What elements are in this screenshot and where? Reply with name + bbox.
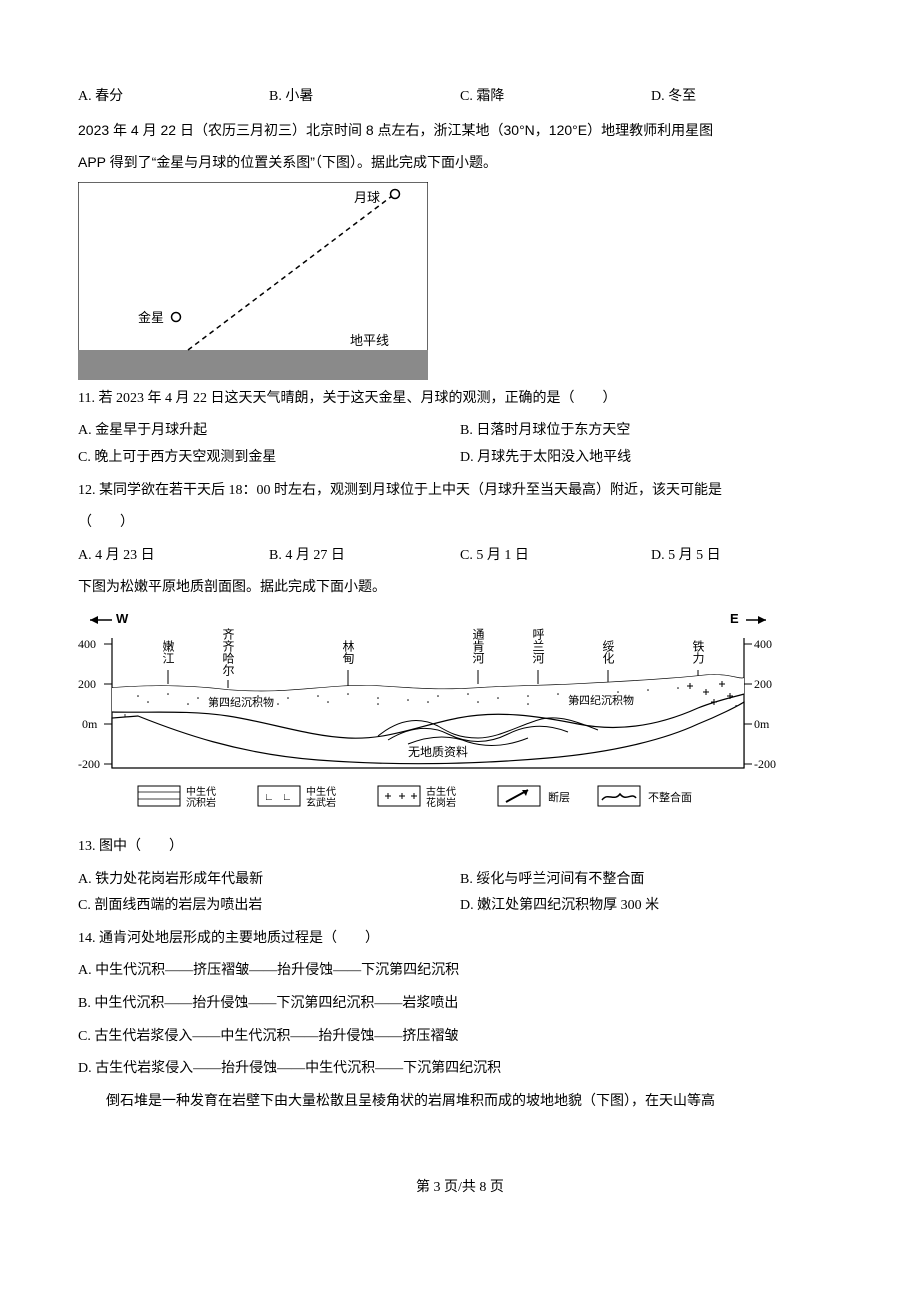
city-4: 呼兰河 xyxy=(531,627,545,663)
q13-row1: A. 铁力处花岗岩形成年代最新 B. 绥化与呼兰河间有不整合面 xyxy=(78,867,842,894)
q10-options: A. 春分 B. 小暑 C. 霜降 D. 冬至 xyxy=(78,84,842,111)
q13-c: C. 剖面线西端的岩层为喷出岩 xyxy=(78,893,460,920)
q11-row1: A. 金星早于月球升起 B. 日落时月球位于东方天空 xyxy=(78,418,842,445)
q14-b: B. 中生代沉积——抬升侵蚀——下沉第四纪沉积——岩浆喷出 xyxy=(78,991,842,1018)
venus-label: 金星 xyxy=(138,310,164,325)
q13-a: A. 铁力处花岗岩形成年代最新 xyxy=(78,867,460,894)
q12-stem2: （ ） xyxy=(78,510,842,537)
page-footer: 第 3 页/共 8 页 xyxy=(78,1175,842,1202)
q13-row2: C. 剖面线西端的岩层为喷出岩 D. 嫩江处第四纪沉积物厚 300 米 xyxy=(78,893,842,920)
q11-b: B. 日落时月球位于东方天空 xyxy=(460,418,842,445)
passage1-line1: 2023 年 4 月 22 日（农历三月初三）北京时间 8 点左右，浙江某地（3… xyxy=(78,117,842,144)
legend-l5: 不整合面 xyxy=(648,790,692,804)
legend-l3b: 花岗岩 xyxy=(426,796,456,809)
ytick-l-2: 0m xyxy=(82,717,98,731)
q10-opt-a: A. 春分 xyxy=(78,84,269,111)
q14-a: A. 中生代沉积——挤压褶皱——抬升侵蚀——下沉第四纪沉积 xyxy=(78,958,842,985)
ytick-l-3: -200 xyxy=(78,757,100,771)
q11-d: D. 月球先于太阳没入地平线 xyxy=(460,445,842,472)
q10-opt-d: D. 冬至 xyxy=(651,84,842,111)
q13-stem: 13. 图中（ ） xyxy=(78,834,842,861)
q10-opt-b: B. 小暑 xyxy=(269,84,460,111)
ytick-r-1: 200 xyxy=(754,677,772,691)
ytick-r-3: -200 xyxy=(754,757,776,771)
quaternary-label-2: 第四纪沉积物 xyxy=(568,693,634,707)
moon-icon xyxy=(391,189,400,198)
legend-l4: 断层 xyxy=(548,790,570,804)
e-label: E xyxy=(730,611,739,626)
svg-text:∟: ∟ xyxy=(264,792,274,803)
ytick-l-0: 400 xyxy=(78,637,96,651)
q11-stem: 11. 若 2023 年 4 月 22 日这天天气晴朗，关于这天金星、月球的观测… xyxy=(78,386,842,413)
q14-c: C. 古生代岩浆侵入——中生代沉积——抬升侵蚀——挤压褶皱 xyxy=(78,1024,842,1051)
legend-l1b: 沉积岩 xyxy=(186,796,216,809)
city-3: 通肯河 xyxy=(471,627,485,663)
arrow-left-icon xyxy=(90,616,98,624)
nodata-label: 无地质资料 xyxy=(408,745,468,759)
q11-c: C. 晚上可于西方天空观测到金星 xyxy=(78,445,460,472)
q13-b: B. 绥化与呼兰河间有不整合面 xyxy=(460,867,842,894)
venus-icon xyxy=(172,312,181,321)
city-0: 嫩江 xyxy=(161,639,175,663)
moon-label: 月球 xyxy=(354,190,380,205)
q12-b: B. 4 月 27 日 xyxy=(269,543,460,570)
figure-geology: W E 400 200 0m -200 400 200 0m -200 嫩江 齐… xyxy=(78,608,778,828)
city-6: 铁力 xyxy=(691,639,705,664)
q10-opt-c: C. 霜降 xyxy=(460,84,651,111)
q12-options: A. 4 月 23 日 B. 4 月 27 日 C. 5 月 1 日 D. 5 … xyxy=(78,543,842,570)
ytick-r-0: 400 xyxy=(754,637,772,651)
q12-c: C. 5 月 1 日 xyxy=(460,543,651,570)
city-5: 绥化 xyxy=(601,639,615,664)
q13-d: D. 嫩江处第四纪沉积物厚 300 米 xyxy=(460,893,842,920)
q12-a: A. 4 月 23 日 xyxy=(78,543,269,570)
q14-stem: 14. 通肯河处地层形成的主要地质过程是（ ） xyxy=(78,926,842,953)
ytick-r-2: 0m xyxy=(754,717,770,731)
w-label: W xyxy=(116,611,129,626)
q12-stem1: 12. 某同学欲在若干天后 18：00 时左右，观测到月球位于上中天（月球升至当… xyxy=(78,478,842,505)
legend-l2b: 玄武岩 xyxy=(306,796,336,809)
q14-d: D. 古生代岩浆侵入——抬升侵蚀——中生代沉积——下沉第四纪沉积 xyxy=(78,1056,842,1083)
q11-a: A. 金星早于月球升起 xyxy=(78,418,460,445)
q12-d: D. 5 月 5 日 xyxy=(651,543,842,570)
quaternary-label-1: 第四纪沉积物 xyxy=(208,695,274,709)
passage1-line2: APP 得到了“金星与月球的位置关系图”（下图）。据此完成下面小题。 xyxy=(78,149,842,176)
q11-row2: C. 晚上可于西方天空观测到金星 D. 月球先于太阳没入地平线 xyxy=(78,445,842,472)
ytick-l-1: 200 xyxy=(78,677,96,691)
arrow-right-icon xyxy=(758,616,766,624)
svg-text:∟: ∟ xyxy=(282,792,292,803)
legend-l3a: 古生代 xyxy=(426,785,456,798)
city-2: 林甸 xyxy=(341,639,355,663)
figure-venus-moon: 地平线 月球 金星 xyxy=(78,182,428,380)
legend-l1a: 中生代 xyxy=(186,785,216,798)
horizon-label: 地平线 xyxy=(350,333,389,348)
legend-l2a: 中生代 xyxy=(306,785,336,798)
passage2: 下图为松嫩平原地质剖面图。据此完成下面小题。 xyxy=(78,575,842,602)
passage3: 倒石堆是一种发育在岩壁下由大量松散且呈棱角状的岩屑堆积而成的坡地地貌（下图），在… xyxy=(78,1089,842,1116)
city-1: 齐齐哈尔 xyxy=(221,626,235,675)
